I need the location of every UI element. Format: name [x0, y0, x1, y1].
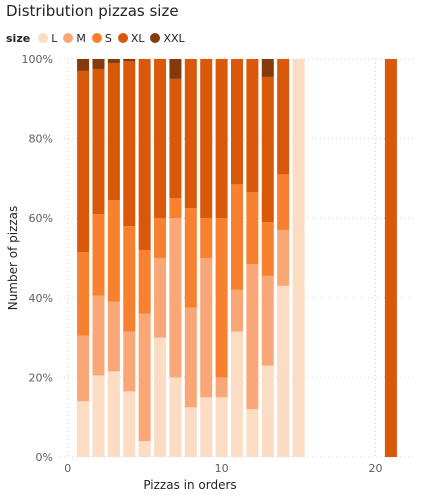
chart-title: Distribution pizzas size	[6, 2, 179, 20]
bar-segment-m[interactable]	[230, 289, 244, 332]
legend-dot-xxl	[150, 33, 161, 43]
bar-segment-xxl[interactable]	[77, 59, 90, 71]
bar-segment-xl[interactable]	[215, 59, 228, 219]
bar-segment-s[interactable]	[169, 198, 182, 219]
bar-segment-xl[interactable]	[230, 59, 244, 185]
legend-label-l: L	[51, 31, 58, 45]
y-tick-label: 100%	[22, 53, 53, 66]
y-tick-label: 60%	[29, 212, 53, 225]
legend-label-xl: XL	[130, 31, 145, 45]
bar-segment-l[interactable]	[123, 391, 136, 457]
x-tick-label: 10	[215, 462, 229, 475]
legend-label-s: S	[104, 31, 112, 45]
bar-segment-s[interactable]	[215, 218, 228, 378]
bar-segment-xl[interactable]	[138, 59, 151, 251]
bar-segment-m[interactable]	[184, 307, 197, 408]
bar-segment-s[interactable]	[107, 200, 120, 302]
legend-dot-s	[91, 33, 102, 43]
bar-segment-l[interactable]	[292, 59, 305, 457]
bar-segment-xl[interactable]	[123, 60, 136, 227]
bar-segment-xxl[interactable]	[169, 59, 182, 79]
bar-segment-s[interactable]	[138, 250, 151, 314]
legend-label-xxl: XXL	[163, 31, 185, 45]
bar-segment-m[interactable]	[123, 331, 136, 392]
bar-segment-l[interactable]	[277, 285, 290, 457]
y-tick-label: 0%	[36, 451, 53, 464]
bar-segment-xl[interactable]	[77, 70, 90, 253]
bar-segment-m[interactable]	[107, 301, 120, 372]
bar-segment-l[interactable]	[138, 441, 151, 457]
bar-segment-xl[interactable]	[169, 78, 182, 199]
bar-segment-l[interactable]	[154, 337, 167, 457]
bar-segment-s[interactable]	[230, 184, 244, 290]
y-tick-label: 40%	[29, 292, 53, 305]
bar-segment-m[interactable]	[261, 275, 274, 366]
x-tick-label: 20	[369, 462, 383, 475]
legend-item-xxl[interactable]: XXL	[150, 31, 185, 45]
legend-dot-xl	[117, 33, 128, 43]
bar-segment-l[interactable]	[169, 377, 182, 457]
bar-segment-s[interactable]	[200, 218, 213, 258]
bar-segment-xl[interactable]	[246, 59, 259, 193]
bar-segment-m[interactable]	[277, 230, 290, 286]
y-axis-ticks: 0% 20% 40% 60% 80% 100%	[22, 53, 53, 464]
bar-segment-s[interactable]	[184, 208, 197, 308]
x-tick-label: 0	[64, 462, 71, 475]
bar-segment-xl[interactable]	[261, 76, 274, 223]
legend-item-l[interactable]: L	[38, 32, 57, 45]
bar-segment-l[interactable]	[200, 397, 213, 457]
legend-item-m[interactable]: M	[63, 32, 86, 45]
bar-segment-s[interactable]	[77, 252, 90, 336]
bar-segment-xxl[interactable]	[107, 59, 120, 63]
bar-segment-m[interactable]	[169, 218, 182, 378]
bar-segment-l[interactable]	[77, 401, 90, 457]
y-axis-title: Number of pizzas	[6, 206, 20, 311]
legend-item-xl[interactable]: XL	[117, 31, 145, 45]
bar-segment-xxl[interactable]	[123, 59, 136, 61]
legend-title: size	[6, 31, 31, 45]
bar-segment-s[interactable]	[261, 222, 274, 276]
legend-label-m: M	[76, 31, 86, 45]
bar-segment-l[interactable]	[215, 397, 228, 457]
bar-segment-m[interactable]	[77, 335, 90, 402]
bar-segment-l[interactable]	[230, 331, 244, 457]
x-axis-ticks: 0 10 20	[64, 462, 382, 475]
bar-segment-l[interactable]	[92, 375, 105, 457]
bar-segment-xl[interactable]	[107, 62, 120, 201]
bar-segment-xl[interactable]	[92, 68, 105, 215]
legend-item-s[interactable]: S	[91, 31, 112, 45]
bar-segment-m[interactable]	[138, 313, 151, 442]
x-axis-title: Pizzas in orders	[143, 478, 236, 492]
bar-segment-m[interactable]	[154, 258, 167, 338]
bar-segment-s[interactable]	[246, 192, 259, 264]
bar-segment-l[interactable]	[261, 365, 274, 457]
bar-segment-xxl[interactable]	[92, 59, 105, 69]
bar-segment-l[interactable]	[107, 371, 120, 457]
y-tick-label: 80%	[29, 133, 53, 146]
bar-segment-xl[interactable]	[184, 59, 197, 209]
bar-segment-m[interactable]	[246, 263, 259, 410]
bar-segment-xl[interactable]	[384, 59, 397, 457]
bar-segment-m[interactable]	[200, 258, 213, 398]
legend: size L M S XL XXL	[6, 30, 191, 46]
bar-segment-xl[interactable]	[154, 59, 167, 219]
bar-segment-s[interactable]	[154, 218, 167, 258]
bar-segment-m[interactable]	[215, 377, 228, 398]
bar-segment-l[interactable]	[246, 409, 259, 457]
bar-segment-s[interactable]	[123, 226, 136, 332]
bar-segment-l[interactable]	[184, 407, 197, 457]
bar-segment-s[interactable]	[277, 174, 290, 231]
bars	[77, 59, 397, 457]
bar-segment-xxl[interactable]	[261, 59, 274, 77]
y-tick-label: 20%	[29, 371, 53, 384]
bar-segment-xl[interactable]	[277, 59, 290, 175]
bar-segment-s[interactable]	[92, 214, 105, 296]
legend-dot-m	[63, 33, 74, 43]
bar-segment-xl[interactable]	[200, 59, 213, 219]
legend-dot-l	[38, 33, 49, 43]
bar-segment-m[interactable]	[92, 295, 105, 376]
